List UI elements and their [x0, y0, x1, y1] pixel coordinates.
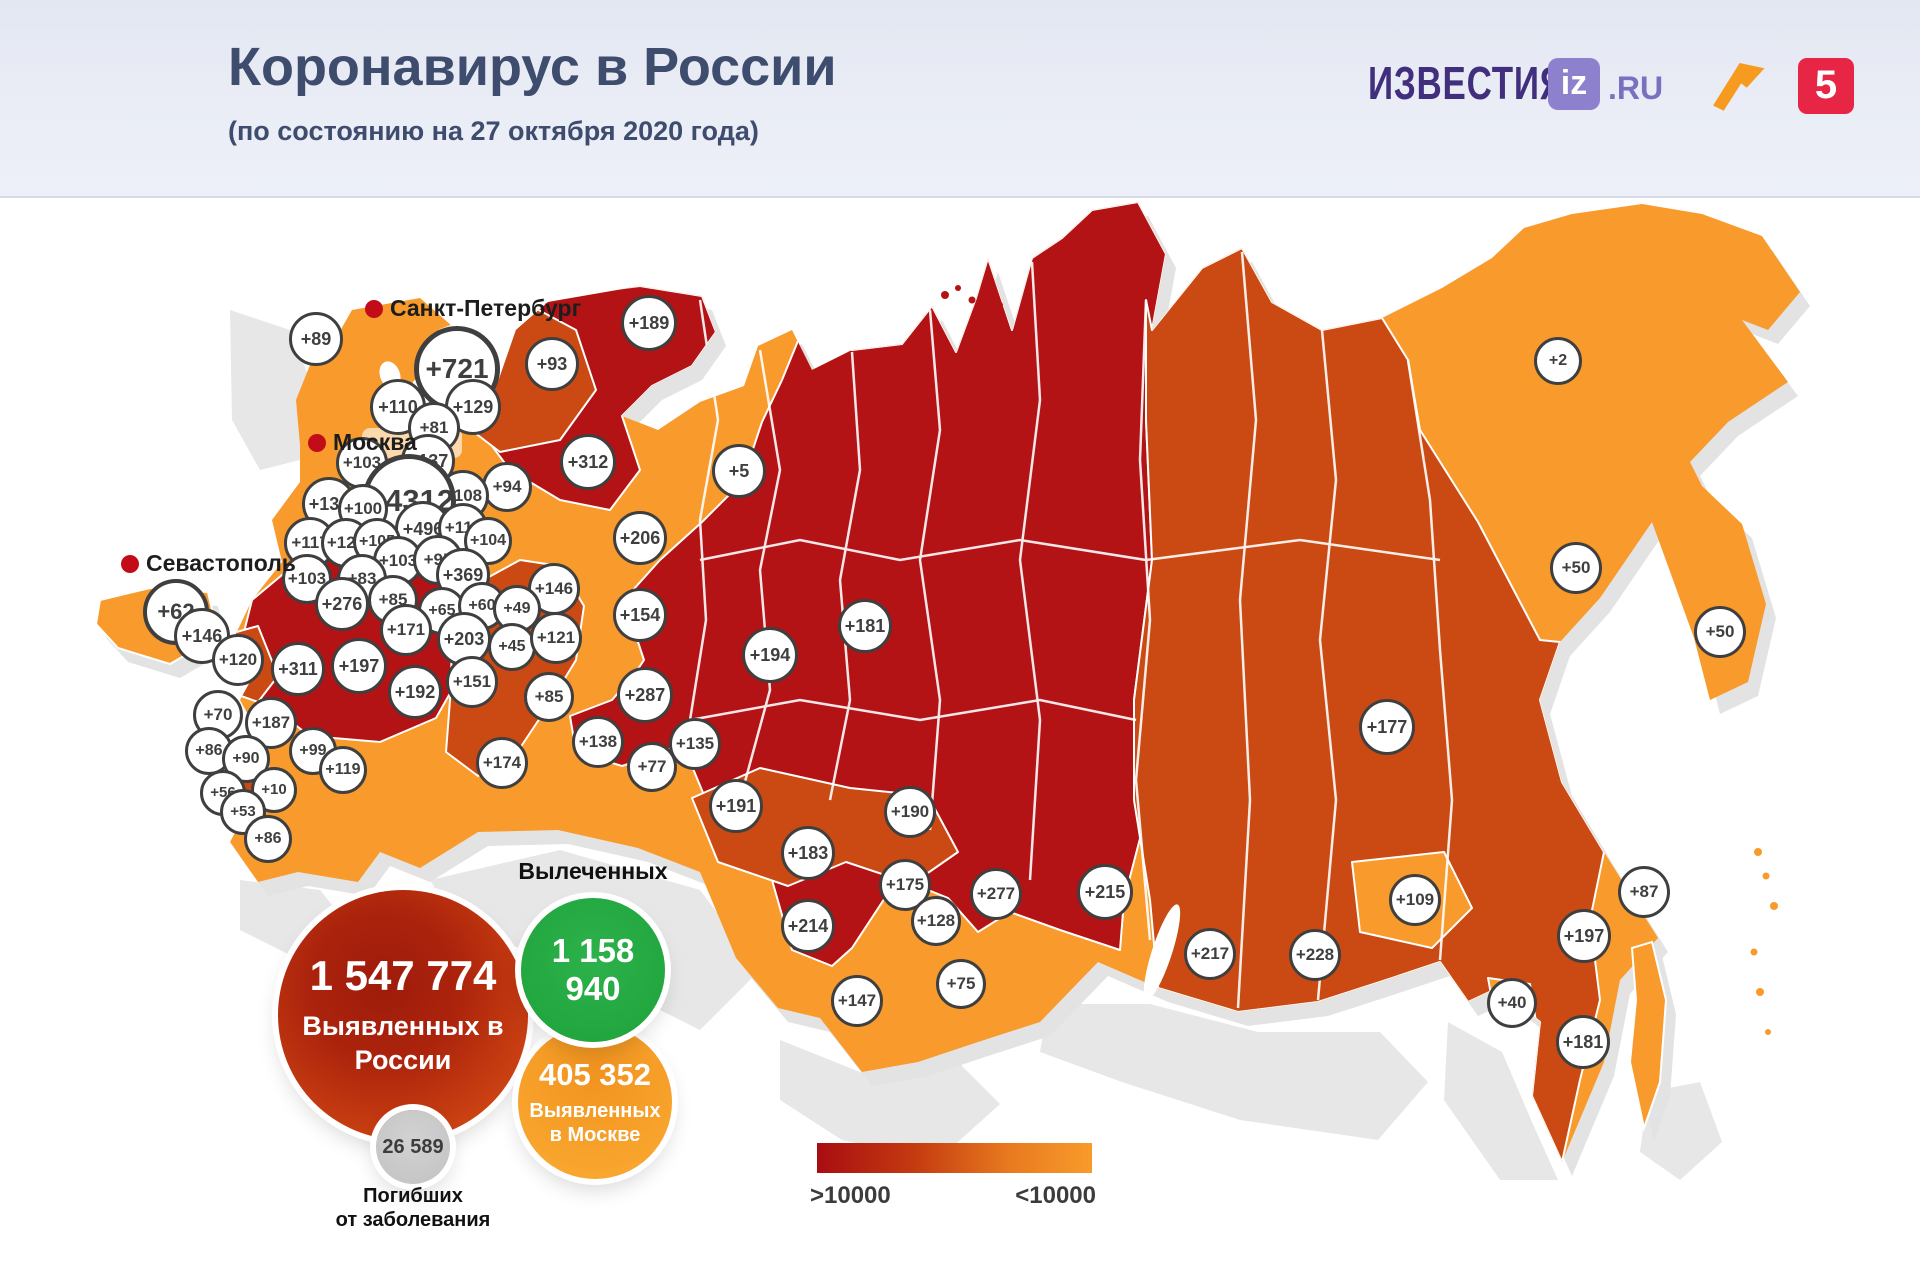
case-bubble: +190: [884, 786, 936, 838]
case-bubble: +154: [613, 588, 667, 642]
channel5-logo: 5: [1798, 58, 1854, 114]
case-bubble: +187: [245, 697, 297, 749]
iz-logo-icon: iz: [1548, 58, 1600, 110]
case-bubble: +312: [560, 434, 616, 490]
moscow-total-circle: 405 352 Выявленных в Москве: [518, 1025, 672, 1179]
case-bubble: +191: [709, 779, 763, 833]
case-bubble: +147: [831, 975, 883, 1027]
legend-high-label: >10000: [810, 1182, 891, 1209]
city-dot-icon: [365, 300, 383, 318]
case-bubble: +215: [1077, 864, 1133, 920]
russia-total-label-line2: России: [354, 1045, 452, 1075]
case-bubble: +228: [1289, 929, 1341, 981]
recovered-circle: 1 158 940: [521, 898, 665, 1042]
case-bubble: +87: [1618, 866, 1670, 918]
case-bubble: +50: [1550, 542, 1602, 594]
city-dot-icon: [308, 434, 326, 452]
moscow-label-line1: Выявленных: [529, 1100, 661, 1122]
case-bubble: +277: [970, 868, 1022, 920]
case-bubble: +89: [289, 312, 343, 366]
city-label: Севастополь: [146, 550, 296, 576]
case-bubble: +138: [572, 716, 624, 768]
case-bubble: +5: [712, 444, 766, 498]
case-bubble: +206: [613, 511, 667, 565]
izvestia-logo: ИЗВЕСТИЯ: [1368, 57, 1566, 109]
case-bubble: +121: [530, 612, 582, 664]
case-bubble: +189: [621, 295, 677, 351]
region-borders: [688, 251, 1454, 1009]
case-bubble: +175: [879, 859, 931, 911]
deaths-label-line1: Погибших: [363, 1185, 463, 1207]
case-bubble: +77: [627, 742, 677, 792]
case-bubble: +197: [1557, 909, 1611, 963]
deaths-value: 26 589: [382, 1135, 444, 1158]
recovered-title: Вылеченных: [518, 858, 668, 884]
case-bubble: +174: [476, 737, 528, 789]
legend-low-label: <10000: [1015, 1182, 1096, 1209]
russia-map: +89+721+93+110+129+81+189+103+137+312+5+…: [0, 196, 1920, 1280]
case-bubble: +70: [193, 690, 243, 740]
city-label: Москва: [333, 429, 417, 455]
case-bubble: +276: [315, 577, 369, 631]
ren-tv-logo-icon: [1706, 56, 1768, 116]
case-bubble: +181: [838, 599, 892, 653]
legend-gradient-bar: [817, 1143, 1092, 1173]
case-bubble: +85: [524, 672, 574, 722]
page-subtitle: (по состоянию на 27 октября 2020 года): [228, 116, 759, 146]
case-bubble: +171: [380, 604, 432, 656]
deaths-label: Погибших от заболевания: [263, 1184, 563, 1232]
russia-total-circle: 1 547 774 Выявленных в России: [278, 890, 528, 1140]
case-bubble: +311: [271, 642, 325, 696]
city-label: Санкт-Петербург: [390, 295, 582, 321]
recovered-value: 1 158 940: [551, 932, 635, 1007]
case-bubble: +45: [488, 623, 536, 671]
case-bubble: +181: [1556, 1015, 1610, 1069]
case-bubble: +214: [781, 899, 835, 953]
case-bubble: +93: [525, 337, 579, 391]
case-bubble: +287: [617, 667, 673, 723]
iz-ru-label: .RU: [1608, 70, 1664, 106]
case-bubble: +197: [331, 638, 387, 694]
case-bubble: +128: [911, 896, 961, 946]
city-dot-icon: [121, 555, 139, 573]
case-bubble: +177: [1359, 699, 1415, 755]
deaths-label-line2: от заболевания: [335, 1209, 491, 1231]
case-bubble: +86: [244, 815, 292, 863]
case-bubble: +2: [1534, 337, 1582, 385]
sakhalin-island: [1628, 940, 1668, 1132]
case-bubble: +183: [781, 826, 835, 880]
case-bubble: +75: [936, 959, 986, 1009]
moscow-label-line2: в Москве: [549, 1124, 641, 1146]
case-bubble: +40: [1487, 978, 1537, 1028]
case-bubble: +135: [669, 718, 721, 770]
case-bubble: +50: [1694, 606, 1746, 658]
case-bubble: +194: [742, 627, 798, 683]
page-title: Коронавирус в России: [228, 37, 837, 97]
case-bubble: +217: [1184, 928, 1236, 980]
moscow-total-value: 405 352: [538, 1057, 652, 1092]
small-islands: [941, 285, 1778, 1035]
deaths-circle: 26 589: [376, 1110, 450, 1184]
russia-total-value: 1 547 774: [309, 952, 497, 1000]
header-band: Коронавирус в России (по состоянию на 27…: [0, 0, 1920, 198]
case-bubble: +109: [1389, 874, 1441, 926]
russia-total-label-line1: Выявленных в: [302, 1011, 504, 1042]
case-bubble: +119: [319, 746, 367, 794]
case-bubble: +151: [446, 656, 498, 708]
case-bubble: +120: [212, 634, 264, 686]
case-bubble: +94: [482, 462, 532, 512]
case-bubble: +192: [388, 665, 442, 719]
